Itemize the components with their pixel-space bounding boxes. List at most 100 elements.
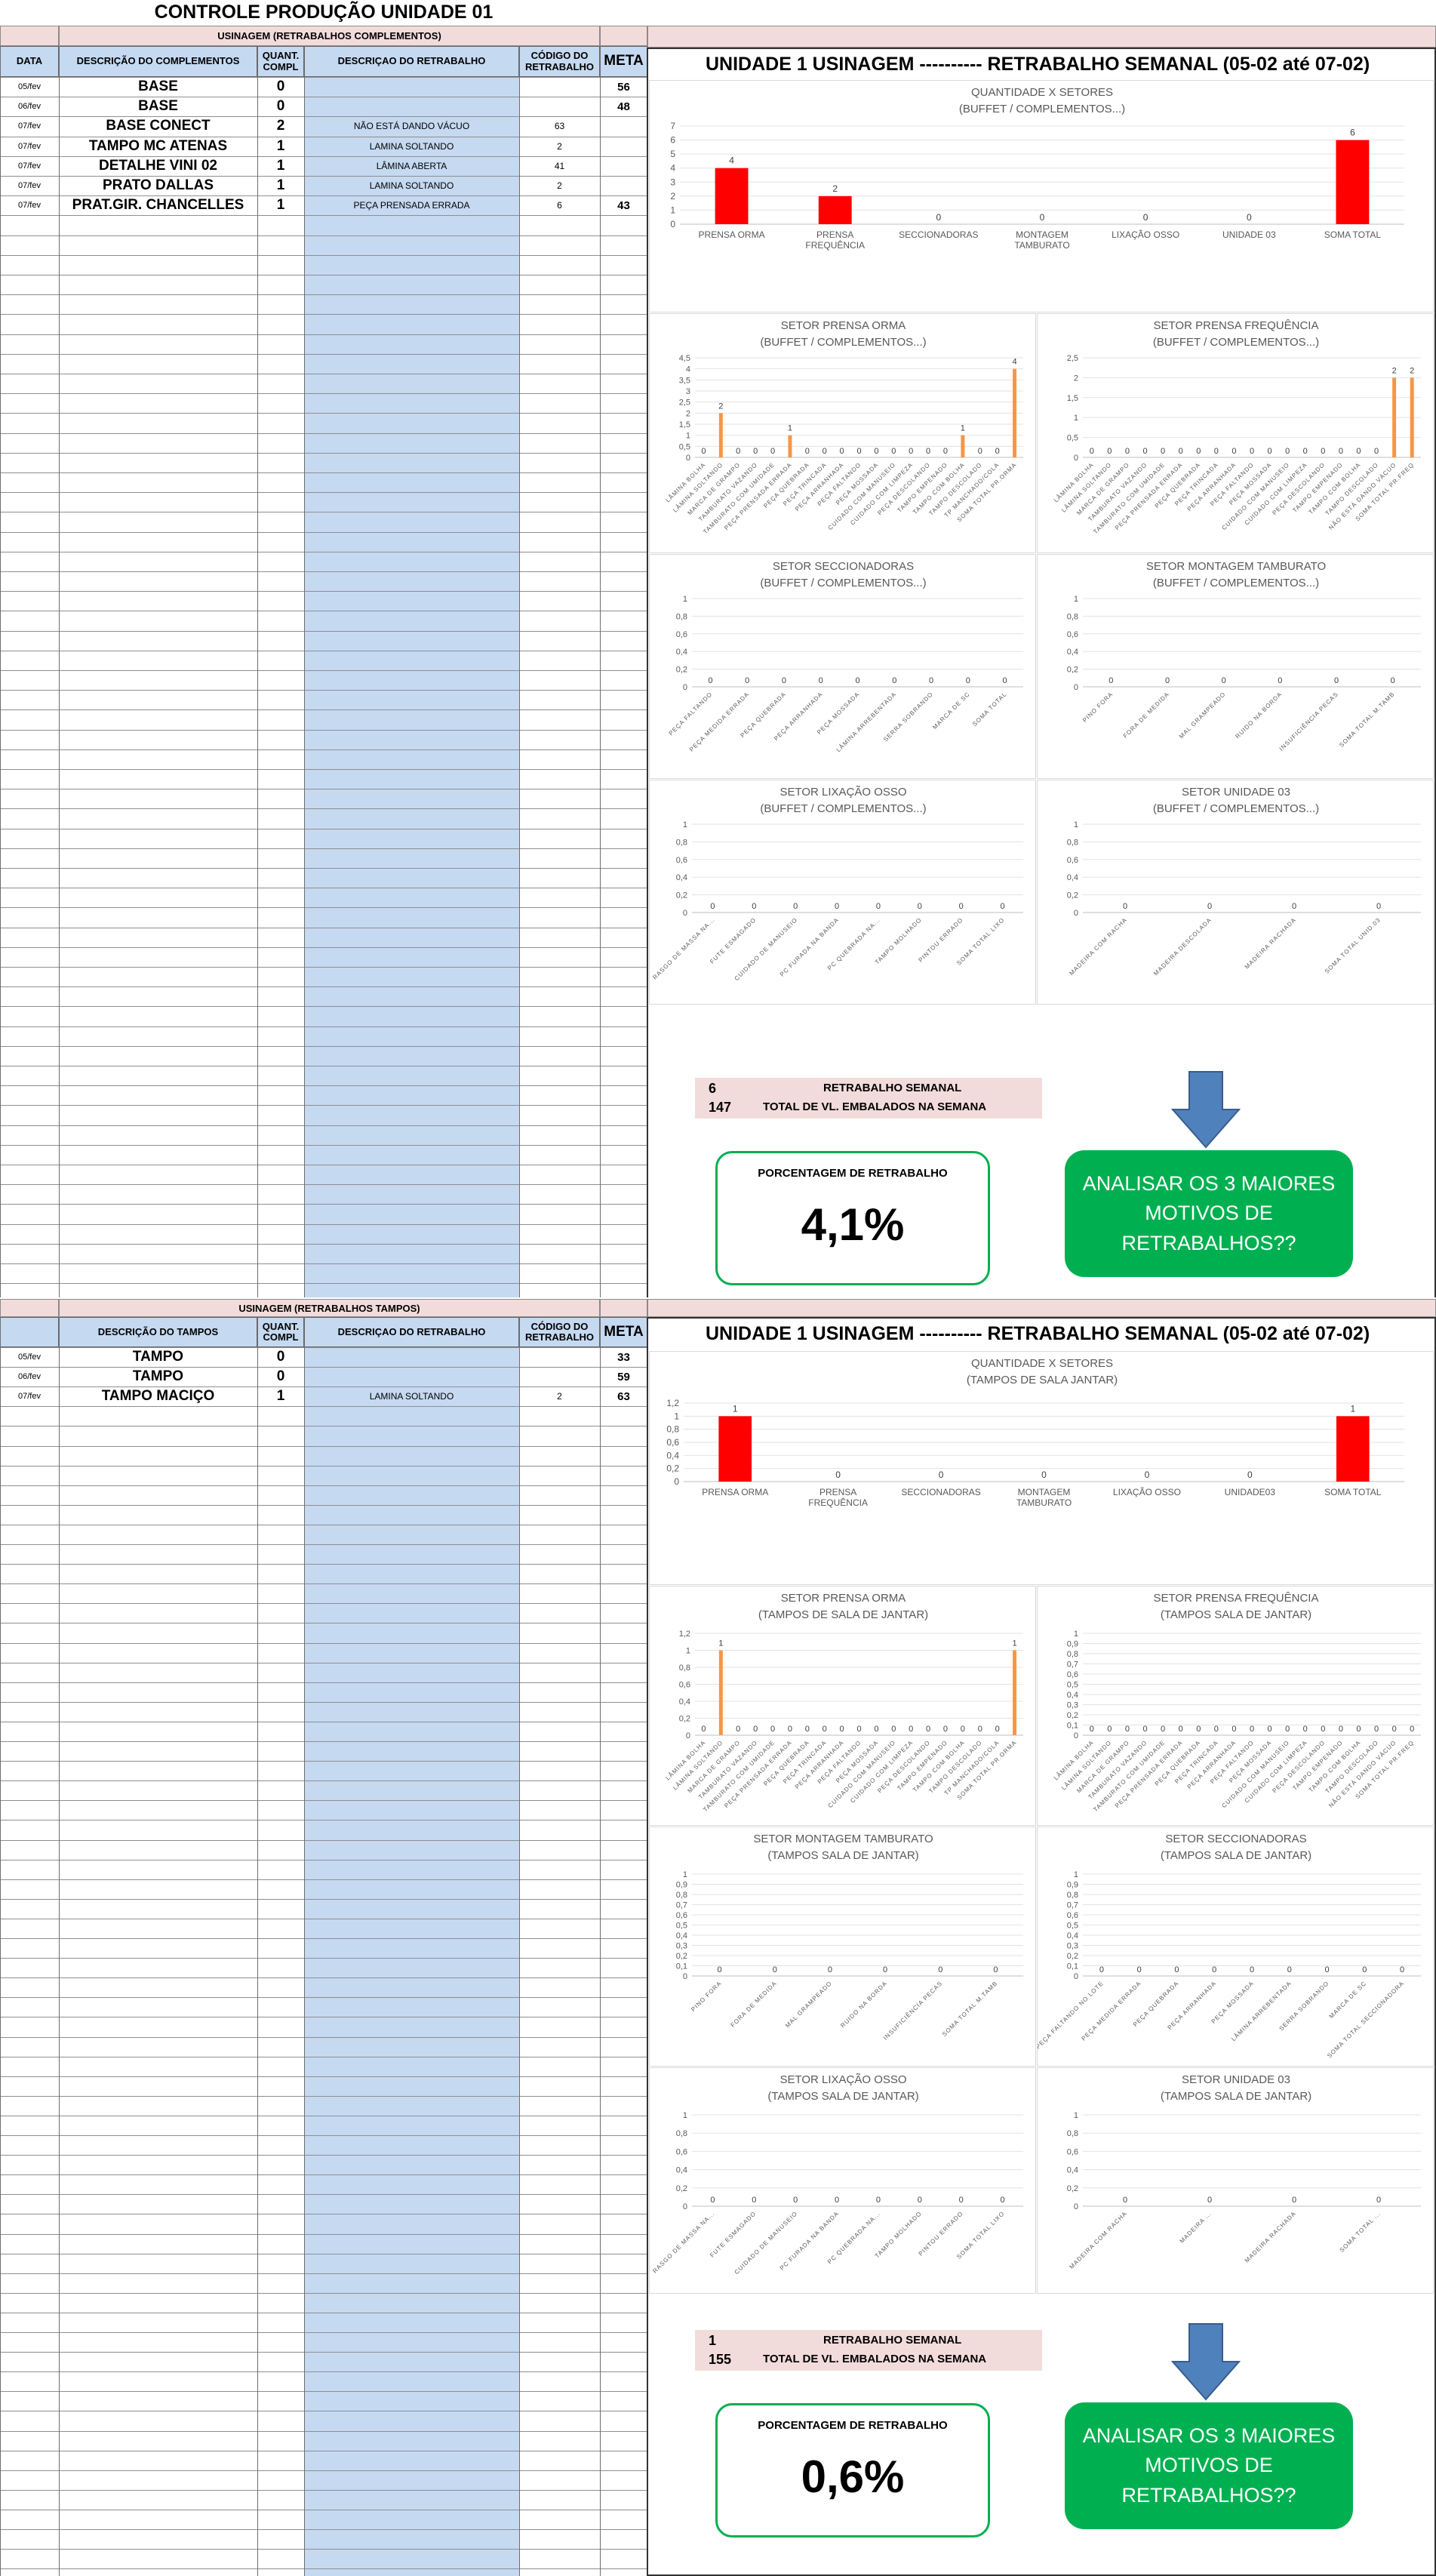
- data-label: 0: [1374, 447, 1379, 456]
- x-tick-label: MADEIRA RACHADA: [1244, 2210, 1298, 2264]
- y-tick-label: 0,4: [676, 873, 687, 882]
- analyze-reasons-button[interactable]: ANALISAR OS 3 MAIORES MOTIVOS DE RETRABA…: [1065, 1150, 1353, 1277]
- grid-line: [0, 433, 647, 434]
- chart-panel: SETOR UNIDADE 03 (BUFFET / COMPLEMENTOS..…: [1037, 780, 1434, 1005]
- data-label: 0: [1161, 447, 1165, 456]
- cell-data[interactable]: 06/fev: [18, 102, 41, 112]
- cell-data[interactable]: 07/fev: [18, 162, 41, 171]
- cell-meta[interactable]: [600, 156, 647, 176]
- grid-line: [0, 492, 647, 493]
- y-tick-label: 0,2: [666, 1463, 679, 1474]
- data-label: 1: [733, 1403, 738, 1414]
- x-tick-label: TAMBURATO: [1014, 240, 1069, 251]
- cell-meta[interactable]: [600, 176, 647, 195]
- cell-data[interactable]: 06/fev: [18, 1372, 41, 1382]
- cell-codigo[interactable]: 41: [554, 161, 565, 172]
- cell-codigo[interactable]: [519, 1347, 600, 1367]
- cell-retrabalho[interactable]: NÃO ESTÁ DANDO VÁCUO: [353, 121, 470, 132]
- data-label: 0: [1179, 447, 1183, 456]
- cell-codigo[interactable]: 2: [557, 1391, 562, 1402]
- cell-descricao[interactable]: TAMPO MACIÇO: [101, 1388, 215, 1405]
- grid-line: [0, 670, 647, 671]
- grid-line: [0, 947, 647, 948]
- cell-quant[interactable]: 1: [276, 177, 285, 194]
- grid-line: [0, 1184, 647, 1185]
- bar: [718, 1416, 752, 1482]
- data-label: 0: [770, 1725, 775, 1734]
- cell-quant[interactable]: 1: [276, 1388, 285, 1405]
- cell-retrabalho[interactable]: [304, 1347, 519, 1367]
- cell-retrabalho[interactable]: LAMINA SOLTANDO: [369, 180, 454, 192]
- cell-quant[interactable]: 0: [276, 78, 285, 95]
- cell-meta[interactable]: 48: [617, 100, 630, 113]
- cell-descricao[interactable]: BASE CONECT: [106, 118, 211, 134]
- cell-descricao[interactable]: BASE: [138, 78, 178, 95]
- cell-retrabalho[interactable]: PEÇA PRENSADA ERRADA: [353, 200, 470, 211]
- cell-retrabalho[interactable]: [304, 97, 519, 116]
- cell-descricao[interactable]: DETALHE VINI 02: [99, 158, 217, 174]
- cell-quant[interactable]: 1: [276, 138, 285, 155]
- cell-retrabalho[interactable]: LAMINA SOLTANDO: [369, 1391, 454, 1402]
- cell-quant[interactable]: 0: [276, 1368, 285, 1385]
- cell-data[interactable]: 07/fev: [18, 181, 41, 191]
- cell-descricao[interactable]: TAMPO: [132, 1349, 184, 1365]
- cell-data[interactable]: 05/fev: [18, 82, 41, 92]
- data-label: 0: [1247, 212, 1252, 223]
- cell-meta[interactable]: 33: [617, 1350, 630, 1364]
- cell-meta[interactable]: [600, 116, 647, 136]
- cell-codigo[interactable]: 2: [557, 180, 562, 192]
- chart-subtitle: (TAMPOS SALA DE JANTAR): [1160, 2090, 1312, 2103]
- cell-retrabalho[interactable]: [304, 77, 519, 97]
- cell-descricao[interactable]: PRATO DALLAS: [102, 177, 214, 194]
- chart-title: SETOR MONTAGEM TAMBURATO: [1145, 560, 1327, 573]
- data-label: 0: [1109, 676, 1113, 685]
- cell-quant[interactable]: 1: [276, 158, 285, 174]
- cell-quant[interactable]: 0: [276, 1349, 285, 1365]
- data-label: 0: [718, 1965, 722, 1974]
- y-tick-label: 2: [686, 409, 690, 418]
- cell-data[interactable]: 07/fev: [18, 1392, 41, 1402]
- analyze-reasons-button[interactable]: ANALISAR OS 3 MAIORES MOTIVOS DE RETRABA…: [1065, 2402, 1353, 2529]
- grid-line: [0, 848, 647, 849]
- cell-retrabalho[interactable]: LAMINA SOLTANDO: [369, 141, 454, 152]
- cell-meta[interactable]: 43: [617, 199, 630, 212]
- cell-quant[interactable]: 0: [276, 98, 285, 115]
- bar: [718, 413, 723, 457]
- cell-retrabalho[interactable]: [304, 1367, 519, 1386]
- cell-data[interactable]: 07/fev: [18, 122, 41, 131]
- cell-meta[interactable]: 59: [617, 1370, 630, 1383]
- cell-quant[interactable]: 1: [276, 197, 285, 214]
- data-label: 0: [840, 447, 844, 456]
- cell-codigo[interactable]: [519, 1367, 600, 1386]
- cell-descricao[interactable]: PRAT.GIR. CHANCELLES: [72, 197, 244, 214]
- cell-descricao[interactable]: BASE: [138, 98, 178, 115]
- cell-quant[interactable]: 2: [276, 118, 285, 134]
- cell-meta[interactable]: 56: [617, 80, 630, 94]
- y-tick-label: 0: [683, 1972, 687, 1981]
- cell-data[interactable]: 05/fev: [18, 1353, 41, 1362]
- cell-descricao[interactable]: TAMPO: [132, 1368, 184, 1385]
- y-tick-label: 0,8: [1067, 838, 1078, 847]
- cell-data[interactable]: 07/fev: [18, 142, 41, 152]
- cell-codigo[interactable]: 6: [557, 200, 562, 211]
- cell-meta[interactable]: 63: [617, 1390, 630, 1403]
- data-label: 0: [995, 1725, 1000, 1734]
- data-label: 0: [876, 902, 881, 911]
- cell-meta[interactable]: [600, 137, 647, 156]
- cell-codigo[interactable]: [519, 77, 600, 97]
- x-tick-label: PINO FORA: [690, 1980, 723, 2013]
- y-tick-label: 0: [1074, 2202, 1078, 2211]
- cell-descricao[interactable]: TAMPO MC ATENAS: [88, 138, 228, 155]
- cell-retrabalho[interactable]: LÂMINA ABERTA: [376, 161, 447, 172]
- x-tick-label: SOMA TOTAL ...: [1339, 2210, 1382, 2254]
- percent-label: PORCENTAGEM DE RETRABALHO: [758, 2419, 948, 2432]
- cell-codigo[interactable]: 63: [554, 121, 565, 132]
- data-label: 0: [835, 1470, 841, 1480]
- y-tick-label: 0,6: [1067, 630, 1078, 639]
- grid-line: [0, 294, 647, 295]
- cell-codigo[interactable]: [519, 97, 600, 116]
- cell-codigo[interactable]: 2: [557, 141, 562, 152]
- cell-data[interactable]: 07/fev: [18, 201, 41, 211]
- y-tick-label: 0,8: [1067, 612, 1078, 621]
